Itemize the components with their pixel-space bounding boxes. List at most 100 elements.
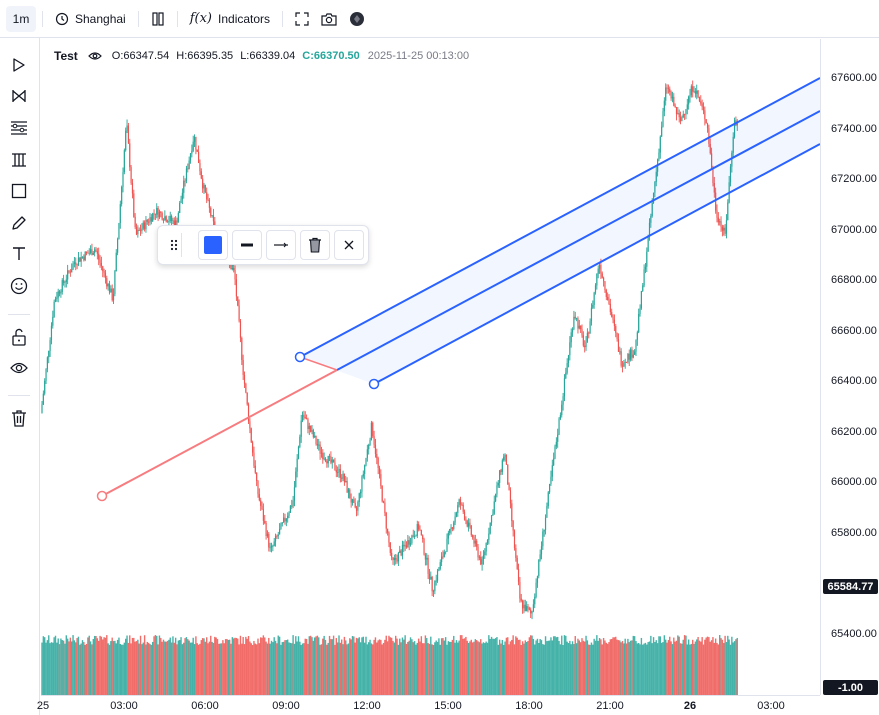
volume-bar — [654, 641, 656, 695]
volume-bar — [663, 635, 666, 695]
line-color-button[interactable] — [198, 230, 228, 260]
volume-bar — [114, 640, 116, 695]
volume-bar — [129, 635, 131, 695]
candle-body — [56, 297, 58, 299]
volume-bar — [357, 638, 359, 695]
volume-bar — [135, 641, 138, 695]
candle-body — [103, 271, 105, 273]
close-toolbar-button[interactable] — [334, 230, 364, 260]
trendline-tool[interactable] — [6, 83, 32, 109]
time-tick: 25 — [36, 700, 50, 712]
volume-bar — [270, 640, 273, 695]
trendline[interactable] — [101, 369, 338, 497]
volume-bar — [349, 638, 351, 695]
bar-timestamp: 2025-11-25 00:13:00 — [367, 50, 470, 62]
channel-handle-start[interactable] — [294, 351, 306, 363]
compare-button[interactable] — [145, 6, 171, 32]
candle-body — [141, 228, 143, 232]
pattern-tool[interactable] — [6, 147, 32, 173]
toolbar-divider — [176, 10, 178, 27]
timezone-button[interactable]: Shanghai — [49, 6, 132, 32]
drag-handle[interactable] — [166, 233, 182, 257]
candle-body — [457, 505, 459, 513]
candle-body — [339, 468, 341, 478]
candle-body — [81, 256, 84, 258]
candle-body — [46, 357, 48, 369]
volume-bar — [341, 639, 343, 695]
candle-body — [122, 172, 124, 187]
price-tick: 66000.00 — [831, 476, 877, 488]
volume-bar — [400, 642, 402, 695]
candle-body — [458, 499, 460, 506]
volume-bar — [605, 642, 607, 695]
volume-bar — [57, 638, 59, 695]
remove-drawings-button[interactable] — [6, 405, 32, 431]
candle-body — [384, 502, 386, 513]
time-tick: 09:00 — [272, 700, 300, 712]
volume-bar — [689, 644, 691, 695]
candle-body — [663, 100, 665, 112]
theme-button[interactable] — [343, 6, 371, 32]
candle-body — [615, 326, 617, 333]
candle-body — [434, 581, 436, 592]
time-axis[interactable]: 25 03:00 06:00 09:00 12:00 15:00 18:00 2… — [37, 695, 820, 715]
volume-bar — [600, 639, 602, 695]
candle-body — [611, 312, 613, 317]
rectangle-tool[interactable] — [6, 178, 32, 204]
candle-body — [601, 273, 603, 278]
candle-body — [249, 421, 251, 429]
volume-bar — [127, 642, 130, 695]
candle-body — [123, 150, 125, 173]
volume-bar — [231, 637, 234, 695]
volume-bar — [511, 639, 513, 695]
indicators-button[interactable]: f(x) Indicators — [184, 6, 276, 32]
candle-body — [733, 120, 736, 137]
volume-bar — [423, 643, 425, 695]
volume-bar — [322, 638, 324, 695]
volume-bar — [677, 635, 679, 695]
fullscreen-button[interactable] — [289, 6, 315, 32]
trendline-handle[interactable] — [96, 490, 108, 502]
channel-handle-end[interactable] — [368, 378, 380, 390]
volume-bar — [581, 638, 583, 695]
chart-pane[interactable] — [41, 39, 820, 695]
cursor-tool[interactable] — [6, 52, 32, 78]
symbol-name[interactable]: Test — [54, 49, 78, 63]
fullscreen-icon — [295, 11, 309, 26]
channel-middle-line[interactable] — [336, 110, 820, 371]
candle-body — [546, 506, 548, 518]
candle-body — [586, 332, 588, 342]
candle-body — [652, 192, 655, 203]
candle-body — [314, 435, 316, 438]
emoji-tool[interactable] — [6, 273, 32, 299]
line-style-button[interactable] — [266, 230, 296, 260]
brush-tool[interactable] — [6, 210, 32, 236]
eye-icon[interactable] — [87, 51, 102, 61]
interval-button[interactable]: 1m — [6, 5, 36, 32]
candle-body — [646, 251, 648, 267]
candle-body — [64, 282, 66, 283]
channel-lower-line[interactable] — [373, 143, 820, 385]
price-axis[interactable]: 67600.00 67400.00 67200.00 67000.00 6680… — [820, 39, 879, 695]
candle-body — [335, 470, 337, 473]
volume-bar — [137, 639, 139, 695]
volume-bar — [629, 640, 632, 695]
hide-drawings-button[interactable] — [6, 355, 32, 381]
candle-body — [246, 392, 248, 405]
candle-body — [472, 535, 474, 538]
candle-body — [446, 538, 448, 552]
volume-bar — [314, 637, 316, 695]
screenshot-button[interactable] — [315, 6, 343, 32]
fib-tool[interactable] — [6, 115, 32, 141]
candle-body — [532, 604, 534, 612]
line-width-button[interactable] — [232, 230, 262, 260]
candle-body — [443, 551, 445, 557]
candle-body — [175, 220, 177, 227]
channel-upper-line[interactable] — [299, 77, 820, 358]
drawing-tools-sidebar — [0, 38, 40, 715]
lock-drawings-button[interactable] — [6, 324, 32, 350]
candle-body — [153, 213, 155, 215]
delete-drawing-button[interactable] — [300, 230, 330, 260]
text-tool[interactable] — [6, 241, 32, 267]
candle-body — [501, 460, 503, 473]
